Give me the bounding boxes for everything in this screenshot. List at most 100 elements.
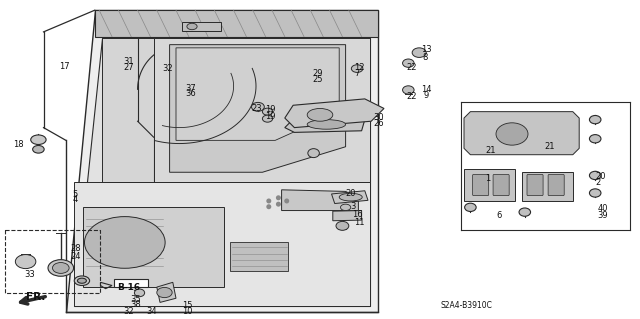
Text: 22: 22 [406, 92, 417, 100]
Text: 5: 5 [72, 190, 77, 199]
Ellipse shape [307, 108, 333, 121]
Text: 35: 35 [131, 295, 141, 304]
Ellipse shape [589, 115, 601, 124]
Bar [5, 230, 100, 293]
Ellipse shape [589, 189, 601, 197]
Polygon shape [332, 191, 368, 204]
Text: 27: 27 [124, 63, 134, 71]
Ellipse shape [351, 65, 363, 72]
Ellipse shape [336, 221, 349, 230]
Ellipse shape [589, 135, 601, 143]
Text: 37: 37 [186, 84, 196, 93]
Circle shape [276, 195, 281, 200]
Ellipse shape [262, 108, 273, 115]
Polygon shape [285, 99, 384, 128]
Ellipse shape [262, 115, 273, 122]
Text: 10: 10 [182, 307, 193, 316]
FancyBboxPatch shape [493, 174, 509, 196]
Text: 4: 4 [72, 195, 77, 204]
Text: 14: 14 [421, 85, 431, 94]
Text: 40: 40 [598, 204, 608, 212]
Polygon shape [83, 207, 224, 287]
Text: 23: 23 [252, 104, 262, 113]
Text: 24: 24 [70, 252, 81, 261]
Polygon shape [464, 112, 579, 155]
Text: 32: 32 [124, 307, 134, 316]
Text: 30: 30 [374, 113, 385, 122]
Ellipse shape [48, 260, 74, 276]
Text: 31: 31 [124, 57, 134, 66]
Ellipse shape [33, 145, 44, 153]
Text: 26: 26 [374, 119, 385, 128]
Ellipse shape [465, 203, 476, 211]
Polygon shape [95, 10, 378, 37]
Text: 28: 28 [70, 244, 81, 253]
FancyBboxPatch shape [472, 174, 489, 196]
Polygon shape [282, 190, 358, 211]
Ellipse shape [31, 135, 46, 145]
Text: FR.: FR. [26, 292, 45, 302]
Text: 7: 7 [355, 69, 360, 78]
Ellipse shape [339, 193, 362, 201]
Ellipse shape [77, 278, 86, 283]
Text: 8: 8 [422, 53, 428, 62]
Ellipse shape [403, 59, 414, 67]
Polygon shape [102, 38, 370, 182]
Text: 22: 22 [406, 63, 417, 71]
Ellipse shape [15, 255, 36, 269]
Circle shape [284, 198, 289, 204]
Polygon shape [66, 10, 378, 312]
Polygon shape [154, 38, 370, 182]
Text: 29: 29 [312, 69, 323, 78]
Bar [182, 22, 221, 31]
Text: 1: 1 [485, 174, 490, 183]
Ellipse shape [134, 289, 145, 297]
FancyBboxPatch shape [114, 279, 148, 287]
Text: 36: 36 [186, 89, 196, 98]
Text: 19: 19 [265, 105, 275, 114]
Text: 17: 17 [60, 62, 70, 71]
Polygon shape [170, 45, 346, 172]
Polygon shape [522, 172, 573, 201]
Ellipse shape [403, 86, 414, 94]
Ellipse shape [308, 149, 319, 158]
Ellipse shape [589, 171, 601, 180]
Text: 38: 38 [131, 300, 141, 309]
Text: 39: 39 [598, 211, 609, 219]
Text: 21: 21 [485, 146, 495, 155]
Ellipse shape [496, 123, 528, 145]
Polygon shape [74, 182, 370, 306]
Circle shape [266, 198, 271, 204]
Polygon shape [333, 211, 362, 221]
Ellipse shape [157, 287, 172, 298]
Text: 25: 25 [312, 75, 323, 84]
FancyBboxPatch shape [527, 174, 543, 196]
Circle shape [266, 204, 271, 209]
Polygon shape [230, 242, 288, 271]
Ellipse shape [519, 208, 531, 216]
Polygon shape [176, 48, 339, 140]
Text: 12: 12 [355, 63, 365, 72]
Text: S2A4-B3910C: S2A4-B3910C [440, 301, 492, 310]
Text: 9: 9 [423, 91, 428, 100]
FancyBboxPatch shape [548, 174, 564, 196]
Text: 34: 34 [146, 307, 157, 316]
Ellipse shape [252, 102, 264, 111]
Text: 3: 3 [351, 202, 356, 211]
Text: 18: 18 [13, 140, 24, 149]
Text: 13: 13 [421, 45, 432, 54]
Text: 20: 20 [346, 189, 356, 198]
Text: 16: 16 [352, 210, 363, 219]
Ellipse shape [340, 204, 351, 211]
Text: B-16: B-16 [117, 283, 140, 292]
Text: 21: 21 [545, 142, 555, 151]
Text: 19: 19 [265, 112, 275, 121]
Text: 33: 33 [24, 270, 35, 278]
Text: 32: 32 [162, 64, 173, 73]
Text: 2: 2 [596, 178, 601, 187]
Polygon shape [464, 169, 515, 201]
Ellipse shape [52, 263, 69, 273]
Polygon shape [285, 115, 365, 132]
Ellipse shape [84, 217, 165, 268]
Text: 20: 20 [596, 172, 606, 181]
